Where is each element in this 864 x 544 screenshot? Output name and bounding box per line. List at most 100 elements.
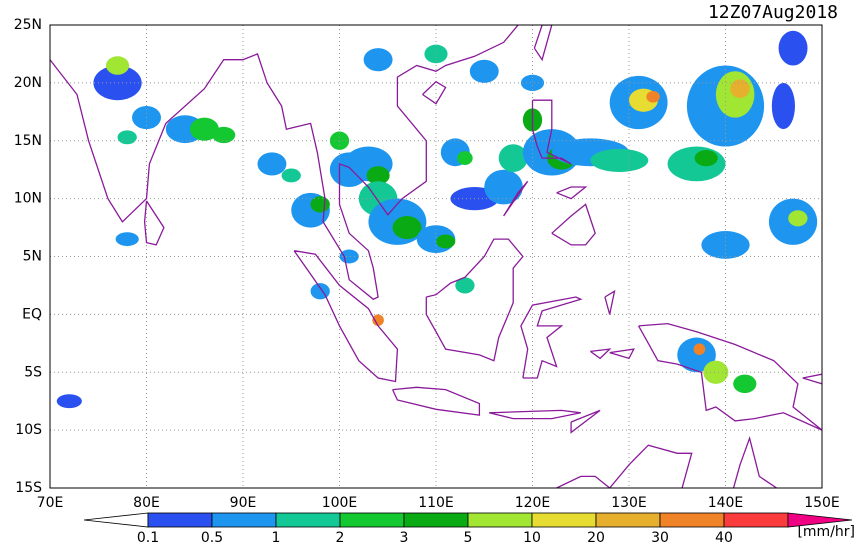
rain-area <box>771 82 795 130</box>
lon-label: 140E <box>708 495 744 511</box>
rain-area <box>693 343 706 355</box>
colorbar-label: 40 <box>715 530 733 544</box>
lat-label: 15S <box>15 480 42 496</box>
rain-area <box>484 169 523 205</box>
rain-area <box>455 277 475 294</box>
lon-label: 120E <box>515 495 551 511</box>
rain-area <box>730 79 750 98</box>
colorbar-label: 20 <box>587 530 605 544</box>
colorbar-segment <box>339 512 405 528</box>
coastline <box>570 409 601 434</box>
colorbar-segment <box>531 512 597 528</box>
rain-area <box>56 394 82 409</box>
colorbar-label: 3 <box>400 530 409 544</box>
colorbar-segment <box>787 512 853 528</box>
colorbar-segment <box>595 512 661 528</box>
lat-label: 25N <box>14 17 42 33</box>
rain-area <box>372 314 384 326</box>
lon-label: 70E <box>37 495 64 511</box>
colorbar-unit: [mm/hr] <box>797 524 855 540</box>
rain-area <box>366 166 390 185</box>
coastline <box>609 348 635 360</box>
colorbar-label: 2 <box>336 530 345 544</box>
rain-area <box>310 283 330 300</box>
rain-area <box>329 131 350 151</box>
coastline <box>143 200 165 246</box>
colorbar-label: 1 <box>272 530 281 544</box>
lat-label: 15N <box>14 133 42 149</box>
lat-label: 5N <box>23 249 42 265</box>
rain-area <box>469 59 499 83</box>
coastline <box>392 386 481 416</box>
colorbar-label: 0.5 <box>201 530 223 544</box>
coastline <box>556 435 778 488</box>
rain-area <box>520 74 545 91</box>
lon-label: 130E <box>611 495 647 511</box>
lat-label: 20N <box>14 75 42 91</box>
rain-area <box>392 215 422 240</box>
lon-label: 100E <box>322 495 358 511</box>
colorbar-label: 30 <box>651 530 669 544</box>
coastline <box>520 296 583 379</box>
coastline <box>425 238 524 362</box>
colorbar-segment <box>723 512 789 528</box>
coastline <box>531 99 572 165</box>
rain-area <box>457 151 473 166</box>
lon-label: 150E <box>804 495 840 511</box>
coastline <box>422 80 447 105</box>
rain-area <box>115 232 139 247</box>
lat-label: 5S <box>24 364 42 380</box>
rain-area <box>189 117 219 141</box>
map-frame <box>49 24 823 489</box>
map-title: 12Z07Aug2018 <box>708 2 838 23</box>
rain-area <box>703 360 729 384</box>
coastline <box>604 289 616 315</box>
colorbar-label: 0.1 <box>137 530 159 544</box>
rain-area <box>646 90 660 103</box>
coastline <box>533 25 553 62</box>
rain-area <box>117 130 137 145</box>
lat-label: EQ <box>22 306 42 322</box>
coastline <box>590 348 612 360</box>
coastline <box>551 203 596 246</box>
rain-area <box>212 126 236 144</box>
colorbar-label: 5 <box>464 530 473 544</box>
colorbar-segment <box>147 512 213 528</box>
rain-area <box>281 168 301 183</box>
coastline <box>556 186 588 200</box>
rain-area <box>257 152 287 176</box>
rain-area <box>677 337 716 373</box>
lon-label: 80E <box>133 495 160 511</box>
colorbar-segment <box>659 512 725 528</box>
colorbar-segment <box>275 512 341 528</box>
lon-label: 110E <box>418 495 454 511</box>
rain-area <box>590 148 649 173</box>
rain-area <box>667 146 726 182</box>
coastline <box>638 322 822 431</box>
colorbar-segment <box>403 512 469 528</box>
coastline <box>488 409 581 420</box>
rain-area <box>93 65 142 101</box>
coastline <box>50 25 519 301</box>
rain-area <box>788 210 808 227</box>
rain-area <box>436 234 456 249</box>
colorbar-segment <box>467 512 533 528</box>
colorbar-segment <box>211 512 277 528</box>
rain-area <box>778 30 808 66</box>
lat-label: 10N <box>14 191 42 207</box>
rain-area <box>694 150 718 167</box>
rain-area <box>105 56 130 75</box>
rain-area <box>498 144 528 173</box>
coastline <box>293 250 399 383</box>
rain-area <box>701 231 750 259</box>
colorbar-segment <box>83 512 149 528</box>
rain-area <box>339 249 359 264</box>
rain-area <box>733 374 757 394</box>
colorbar-label: 10 <box>523 530 541 544</box>
lon-label: 90E <box>230 495 257 511</box>
coastline <box>503 180 529 217</box>
rain-area <box>363 48 393 72</box>
lat-label: 10S <box>15 422 42 438</box>
map-area <box>50 25 822 488</box>
